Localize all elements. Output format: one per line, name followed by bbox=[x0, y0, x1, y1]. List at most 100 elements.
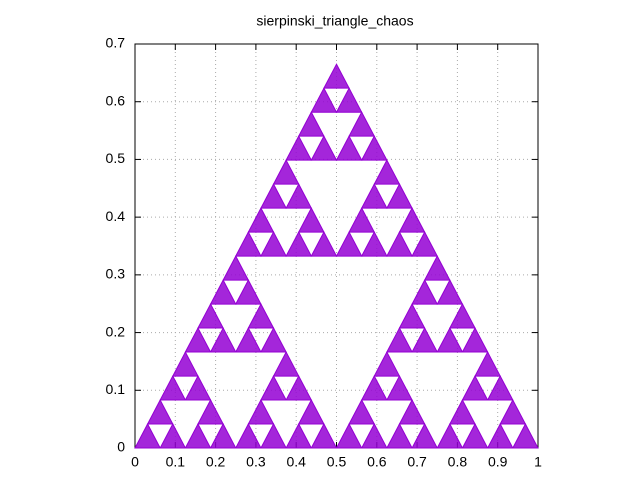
point bbox=[234, 422, 262, 449]
point bbox=[386, 374, 413, 401]
point bbox=[499, 398, 527, 425]
x-tick-label: 0.7 bbox=[407, 454, 427, 470]
point bbox=[297, 207, 325, 233]
point bbox=[260, 183, 287, 209]
point bbox=[474, 350, 502, 377]
point bbox=[197, 302, 224, 329]
point bbox=[159, 374, 187, 401]
point bbox=[297, 398, 325, 425]
point bbox=[386, 422, 413, 449]
y-tick-label: 0.3 bbox=[106, 266, 126, 282]
point bbox=[360, 231, 388, 257]
point bbox=[285, 422, 313, 449]
point bbox=[335, 87, 363, 113]
point bbox=[348, 207, 376, 233]
y-tick-label: 0 bbox=[117, 439, 125, 455]
point bbox=[285, 135, 313, 161]
point bbox=[285, 374, 313, 401]
y-tick-label: 0.5 bbox=[106, 150, 126, 166]
point bbox=[260, 231, 287, 257]
point bbox=[386, 183, 413, 209]
point bbox=[386, 231, 413, 257]
point bbox=[272, 159, 300, 185]
point bbox=[260, 326, 287, 353]
x-tick-label: 0.2 bbox=[206, 454, 226, 470]
point bbox=[461, 422, 489, 449]
point bbox=[197, 398, 224, 425]
point bbox=[335, 231, 363, 257]
point bbox=[486, 422, 514, 449]
point bbox=[511, 422, 539, 449]
y-tick-label: 0.4 bbox=[106, 208, 126, 224]
point bbox=[486, 374, 514, 401]
point bbox=[234, 279, 262, 305]
point bbox=[209, 422, 237, 449]
point bbox=[285, 183, 313, 209]
point bbox=[335, 135, 363, 161]
point bbox=[184, 374, 212, 401]
point bbox=[134, 422, 162, 449]
point bbox=[360, 135, 388, 161]
point bbox=[234, 326, 262, 353]
point bbox=[310, 231, 338, 257]
point bbox=[398, 398, 426, 425]
chart-title: sierpinski_triangle_chaos bbox=[256, 13, 413, 29]
point bbox=[360, 183, 388, 209]
x-tick-label: 0.8 bbox=[448, 454, 468, 470]
point bbox=[310, 135, 338, 161]
x-tick-label: 0 bbox=[131, 454, 139, 470]
point bbox=[335, 422, 363, 449]
point bbox=[348, 111, 376, 137]
point bbox=[411, 279, 439, 305]
point bbox=[272, 350, 300, 377]
point bbox=[360, 374, 388, 401]
point bbox=[234, 231, 262, 257]
point bbox=[184, 326, 212, 353]
point bbox=[159, 422, 187, 449]
x-tick-label: 1 bbox=[534, 454, 542, 470]
x-tick-label: 0.4 bbox=[286, 454, 306, 470]
point bbox=[373, 350, 401, 377]
point bbox=[323, 63, 350, 89]
point bbox=[260, 422, 287, 449]
point bbox=[297, 111, 325, 137]
y-tick-label: 0.6 bbox=[106, 92, 126, 108]
point bbox=[461, 374, 489, 401]
point bbox=[423, 255, 451, 281]
y-tick-label: 0.1 bbox=[106, 381, 126, 397]
point bbox=[348, 398, 376, 425]
point bbox=[373, 159, 401, 185]
point bbox=[449, 302, 476, 329]
point bbox=[247, 398, 275, 425]
x-tick-label: 0.1 bbox=[166, 454, 186, 470]
point bbox=[360, 422, 388, 449]
x-tick-label: 0.6 bbox=[367, 454, 387, 470]
y-tick-label: 0.2 bbox=[106, 323, 126, 339]
point bbox=[449, 398, 476, 425]
point bbox=[171, 350, 199, 377]
point bbox=[411, 231, 439, 257]
point bbox=[398, 207, 426, 233]
point bbox=[436, 326, 464, 353]
point bbox=[398, 302, 426, 329]
point bbox=[386, 326, 413, 353]
point bbox=[411, 422, 439, 449]
x-tick-label: 0.3 bbox=[246, 454, 266, 470]
point bbox=[310, 87, 338, 113]
point bbox=[260, 374, 287, 401]
x-tick-label: 0.5 bbox=[327, 454, 347, 470]
point bbox=[436, 422, 464, 449]
point bbox=[184, 422, 212, 449]
point bbox=[461, 326, 489, 353]
point bbox=[209, 326, 237, 353]
point bbox=[310, 422, 338, 449]
point bbox=[247, 302, 275, 329]
point bbox=[146, 398, 174, 425]
point bbox=[411, 326, 439, 353]
point bbox=[285, 231, 313, 257]
point bbox=[247, 207, 275, 233]
point bbox=[222, 255, 250, 281]
point bbox=[209, 279, 237, 305]
x-tick-label: 0.9 bbox=[488, 454, 508, 470]
